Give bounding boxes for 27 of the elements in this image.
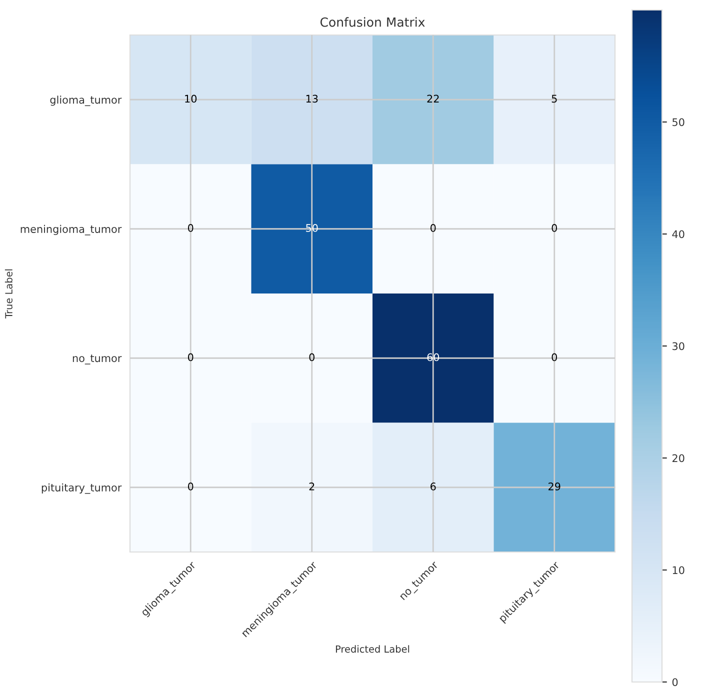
color-bar-label: 10 (672, 566, 684, 574)
color-bar-label: 40 (672, 230, 684, 238)
data-label: 2 (309, 482, 314, 490)
y-tick-label: glioma_tumor (50, 96, 122, 106)
y-tick-label: meningioma_tumor (20, 224, 122, 236)
y-axis-title: True Label (4, 269, 12, 319)
data-label: 10 (185, 94, 197, 103)
data-label: 0 (188, 224, 194, 232)
data-label: 13 (306, 94, 318, 103)
data-label: 0 (552, 224, 557, 232)
data-label: 6 (430, 482, 436, 490)
data-label: 29 (548, 482, 560, 490)
data-label: 0 (188, 353, 194, 362)
y-tick-label: no_tumor (72, 354, 122, 364)
color-bar-label: 30 (672, 342, 684, 350)
data-label: 0 (552, 353, 557, 362)
color-bar-label: 0 (672, 678, 678, 686)
data-label: 0 (188, 482, 194, 490)
x-axis-title: Predicted Label (336, 645, 410, 653)
data-label: 22 (427, 94, 439, 102)
data-label: 0 (430, 224, 436, 232)
data-label: 5 (552, 94, 557, 103)
color-bar-label: 50 (672, 118, 684, 126)
y-tick-label: pituitary_tumor (42, 483, 122, 494)
color-bar-label: 20 (672, 454, 684, 462)
data-label: 0 (309, 353, 314, 362)
chart-title: Confusion Matrix (320, 17, 425, 27)
